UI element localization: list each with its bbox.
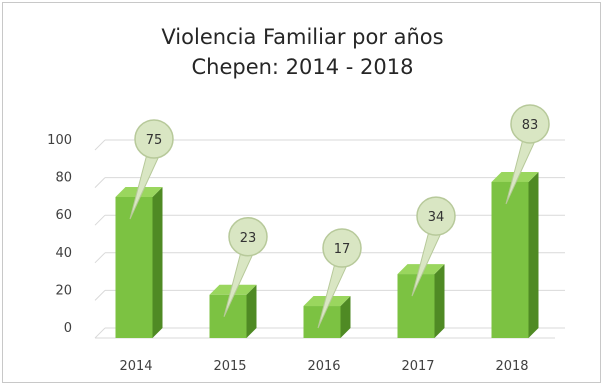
x-tick-label: 2014 (119, 359, 152, 374)
y-tick-label: 20 (55, 283, 72, 298)
x-tick-label: 2018 (495, 359, 528, 374)
chart-subtitle: Chepen: 2014 - 2018 (191, 55, 414, 79)
gridline-depth (94, 139, 106, 151)
bar (115, 197, 153, 338)
y-tick-label: 40 (55, 246, 72, 261)
bar-side (152, 187, 163, 338)
data-label-bubble (228, 217, 268, 257)
gridline-depth (94, 327, 106, 339)
data-label: 23 (240, 231, 257, 246)
data-label: 75 (146, 133, 163, 148)
y-tick-label: 0 (64, 321, 72, 336)
data-label: 34 (428, 210, 445, 225)
bar (491, 181, 529, 338)
x-tick-label: 2015 (213, 359, 246, 374)
data-labels: 75 23 17 34 83 (129, 104, 550, 329)
bar-side (528, 171, 539, 338)
gridline-depth (94, 290, 106, 301)
y-tick-label: 80 (55, 171, 72, 186)
data-label-bubble (134, 119, 174, 159)
y-axis: 0 20 40 60 80 100 (47, 133, 72, 336)
y-tick-label: 60 (55, 208, 72, 223)
x-tick-label: 2017 (401, 359, 434, 374)
gridline-depth (94, 177, 106, 188)
gridline-depth (94, 252, 106, 264)
gridline-depth (94, 214, 106, 226)
chart-title: Violencia Familiar por años (161, 25, 444, 49)
x-tick-label: 2016 (307, 359, 340, 374)
y-tick-label: 100 (47, 133, 72, 148)
data-label-bubble (416, 196, 456, 236)
data-label-bubble (510, 104, 550, 144)
data-label-bubble (322, 228, 362, 268)
x-axis: 2014 2015 2016 2017 2018 (119, 359, 528, 374)
chart-title-block: Violencia Familiar por años Chepen: 2014… (0, 22, 605, 82)
bar-side (434, 264, 445, 338)
data-label: 17 (334, 242, 351, 257)
bar-side (340, 296, 351, 338)
data-label: 83 (522, 118, 539, 133)
bar-side (246, 284, 257, 338)
